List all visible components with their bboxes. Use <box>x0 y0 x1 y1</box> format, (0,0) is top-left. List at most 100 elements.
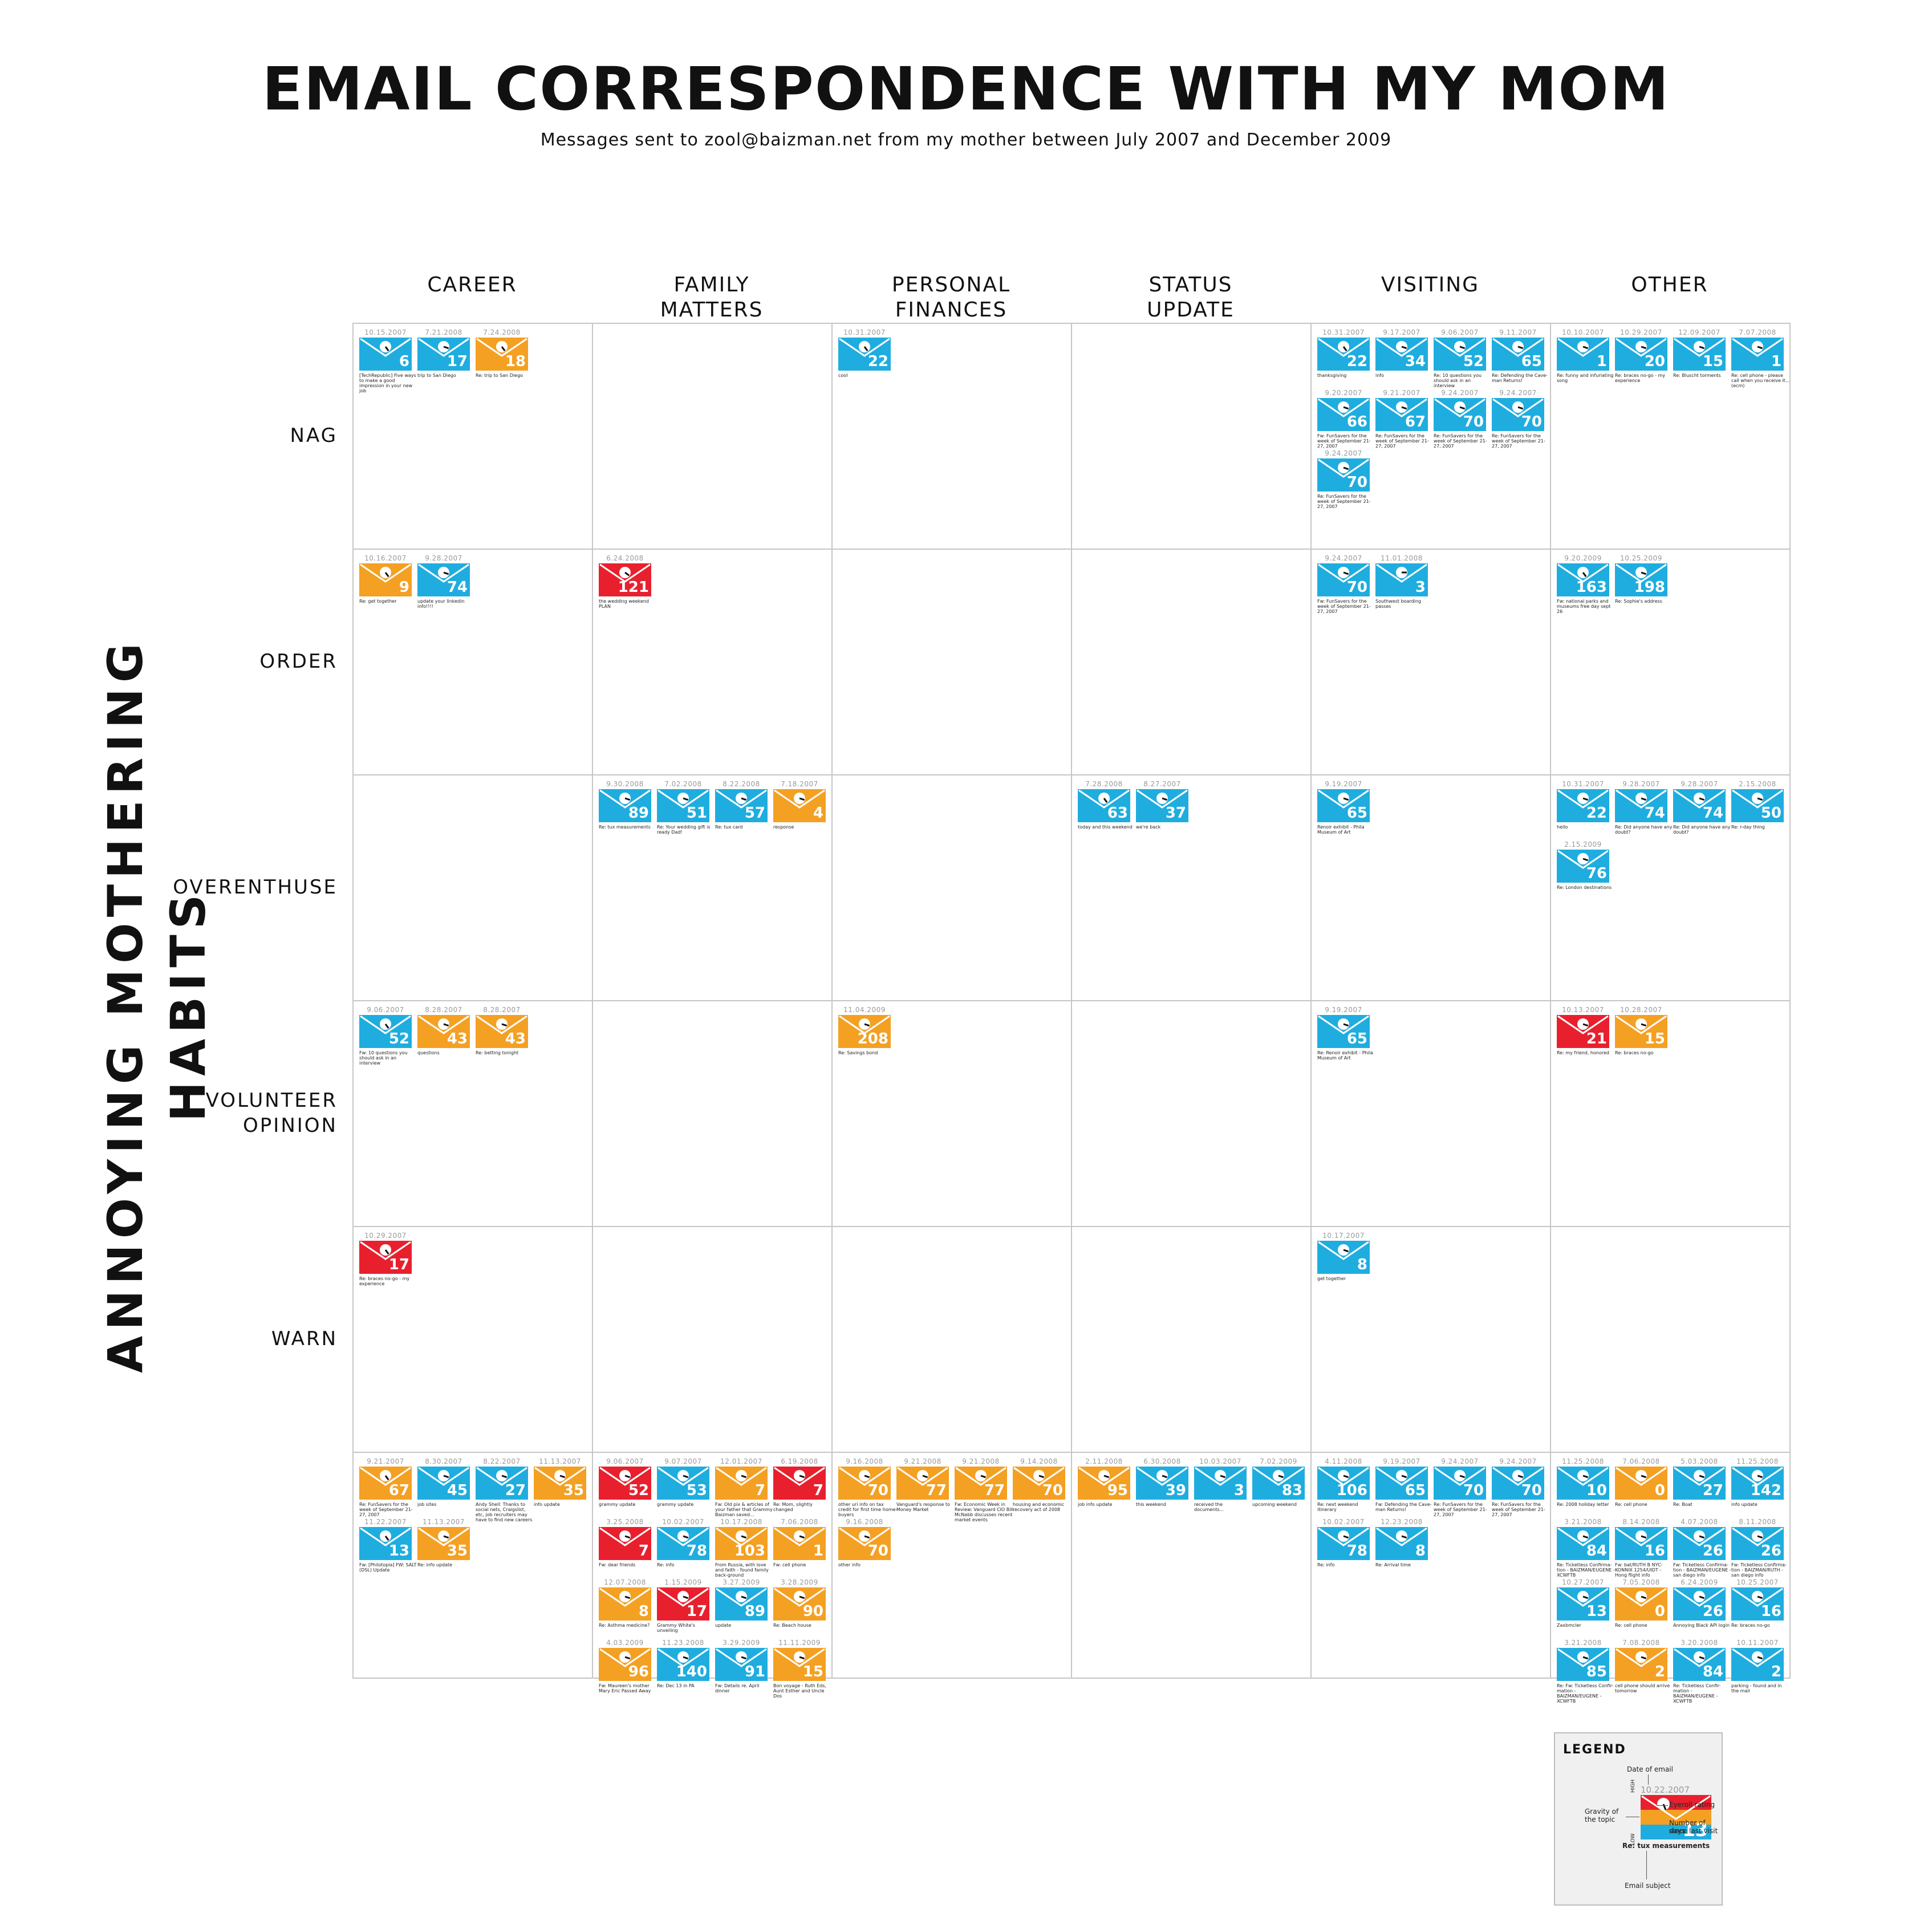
envelope-flap <box>1434 338 1485 357</box>
email-envelope: 10.29.2007 17 Re: braces no-go - my experi… <box>359 1232 412 1286</box>
envelope-flap <box>599 789 651 809</box>
email-days-count: 39 <box>1165 1482 1186 1499</box>
email-date: 9.06.2007 <box>1441 328 1479 336</box>
email-envelope: 2.15.2009 76 Re: London destinations <box>1557 840 1612 895</box>
email-envelope-body: 13 <box>359 1527 412 1560</box>
email-subject: Re: FunSavers for the week of September … <box>1375 433 1429 449</box>
email-days-count: 13 <box>1586 1603 1607 1620</box>
email-subject: Re: Did anyone have any doubt? <box>1673 825 1731 835</box>
email-date: 3.28.2009 <box>781 1578 818 1586</box>
eyeroll-needle <box>1582 1595 1589 1599</box>
eyeroll-needle <box>384 1024 389 1029</box>
eyeroll-needle <box>384 1249 389 1255</box>
email-subject: the wedding weekend PLAN <box>599 599 650 609</box>
email-envelope-body: 89 <box>599 789 651 822</box>
eyeroll-needle <box>864 1475 870 1479</box>
email-days-count: 121 <box>618 579 649 596</box>
email-subject: Re: Renoir exhibit - Phila Museum of Art <box>1317 1050 1373 1061</box>
email-days-count: 22 <box>1346 353 1367 370</box>
email-envelope-body: 52 <box>1434 338 1486 371</box>
email-envelope: 6.30.2008 39 this weekend <box>1136 1457 1188 1512</box>
eyeroll-needle <box>683 1656 689 1660</box>
email-subject: Re: London destinations <box>1557 885 1612 890</box>
email-subject: Re: cell phone - please call when you re… <box>1731 373 1790 388</box>
envelope-flap <box>1732 1587 1783 1607</box>
email-days-count: 10 <box>1586 1482 1607 1499</box>
email-date: 12.01.2007 <box>720 1457 762 1465</box>
email-date: 9.20.2009 <box>1564 554 1602 562</box>
column-header-career: CAREER <box>352 273 592 298</box>
email-envelope: 9.24.2007 70 Re: FunSavers for the week of… <box>1317 449 1371 509</box>
email-days-count: 65 <box>1346 805 1367 822</box>
email-subject: grammy update <box>657 1502 694 1507</box>
email-subject: Re: Arrival time <box>1375 1562 1411 1567</box>
eyeroll-needle <box>559 1475 566 1479</box>
column-header-line: STATUS <box>1148 273 1233 297</box>
email-envelope-body: 70 <box>1317 458 1370 492</box>
email-envelope-body: 1 <box>1557 338 1609 371</box>
envelope-flap <box>1616 1587 1667 1607</box>
email-envelope-body: 95 <box>1078 1467 1130 1500</box>
row-header-volunteer: VOLUNTEER OPINION <box>137 1088 338 1138</box>
email-subject: Fw: Old pix & articles of your father th… <box>715 1502 773 1517</box>
email-subject: Re: FunSavers for the week of September … <box>1434 1502 1487 1517</box>
email-subject: Re: tux measurements <box>599 825 651 830</box>
envelope-flap <box>839 1015 890 1034</box>
eyeroll-needle <box>799 1595 805 1599</box>
email-date: 9.28.2007 <box>1622 780 1660 788</box>
email-envelope-body: 15 <box>1673 338 1726 371</box>
email-date: 12.23.2008 <box>1381 1518 1423 1526</box>
email-days-count: 163 <box>1576 579 1607 596</box>
email-date: 8.28.2007 <box>425 1006 462 1014</box>
email-subject: Fw: [Philotopia] FW: SALT (DSL) Update <box>359 1562 417 1573</box>
email-envelope-body: 65 <box>1375 1467 1428 1500</box>
email-envelope-body: 43 <box>417 1015 470 1048</box>
email-subject: cell phone should arrive tomorrow <box>1615 1683 1670 1693</box>
legend-date-label: Date of email <box>1627 1765 1673 1773</box>
email-envelope: 7.28.2008 63 today and this weekend <box>1078 780 1133 835</box>
email-days-count: 34 <box>1405 353 1426 370</box>
envelope-flap <box>1674 1648 1725 1667</box>
email-days-count: 65 <box>1521 353 1542 370</box>
email-days-count: 6 <box>399 353 409 370</box>
eyeroll-needle <box>1582 346 1589 350</box>
email-envelope-body: 26 <box>1673 1587 1726 1621</box>
envelope-flap <box>418 1527 469 1546</box>
email-days-count: 57 <box>744 805 765 822</box>
envelope-flap <box>1732 789 1783 809</box>
email-subject: [TechRepublic] Five ways to make a good … <box>359 373 416 393</box>
email-date: 9.11.2007 <box>1499 328 1537 336</box>
email-envelope: 6.24.2009 26 Annoying Black API login <box>1673 1578 1730 1633</box>
email-date: 10.13.2007 <box>1562 1006 1604 1014</box>
email-subject: Re: Defending the Cave-man Returns! <box>1492 373 1548 383</box>
email-days-count: 74 <box>1644 805 1665 822</box>
email-days-count: 50 <box>1760 805 1781 822</box>
email-days-count: 90 <box>802 1603 823 1620</box>
email-envelope-body: 90 <box>773 1587 826 1621</box>
envelope-flap <box>1616 1527 1667 1546</box>
envelope-flap <box>1557 789 1609 809</box>
envelope-flap <box>774 1467 825 1486</box>
email-subject: Fw: Ticketless Confirma-tion - BAIZMAN/E… <box>1673 1562 1731 1578</box>
email-date: 10.17.2007 <box>1322 1232 1365 1240</box>
email-envelope-body: 70 <box>838 1527 891 1560</box>
envelope-flap <box>1078 1467 1130 1486</box>
email-envelope: 3.21.2008 84 Re: Ticketless Confirma-tion … <box>1557 1518 1615 1578</box>
email-envelope: 9.11.2007 65 Re: Defending the Cave-man Re… <box>1492 328 1548 383</box>
email-date: 7.24.2008 <box>483 328 521 336</box>
eyeroll-needle <box>1401 1475 1407 1479</box>
email-envelope-body: 20 <box>1615 338 1667 371</box>
eyeroll-needle <box>1641 1656 1647 1660</box>
envelope-flap <box>1492 1467 1544 1486</box>
email-envelope-body: 67 <box>1375 398 1428 431</box>
email-date: 6.30.2008 <box>1143 1457 1181 1465</box>
email-envelope: 9.30.2008 89 Re: tux measurements <box>599 780 651 835</box>
email-subject: Andy Shell: Thanks to social nets, Craig… <box>476 1502 533 1522</box>
row-header-line: OVERENTHUSE <box>173 876 338 899</box>
envelope-flap <box>1137 1467 1188 1486</box>
email-envelope-body: 17 <box>417 338 470 371</box>
envelope-flap <box>1318 789 1369 809</box>
email-subject: Fw: Ticketless Confirma-tion - BAIZMAN/R… <box>1731 1562 1787 1578</box>
email-date: 9.21.2007 <box>1383 389 1420 397</box>
email-days-count: 70 <box>1463 1482 1484 1499</box>
